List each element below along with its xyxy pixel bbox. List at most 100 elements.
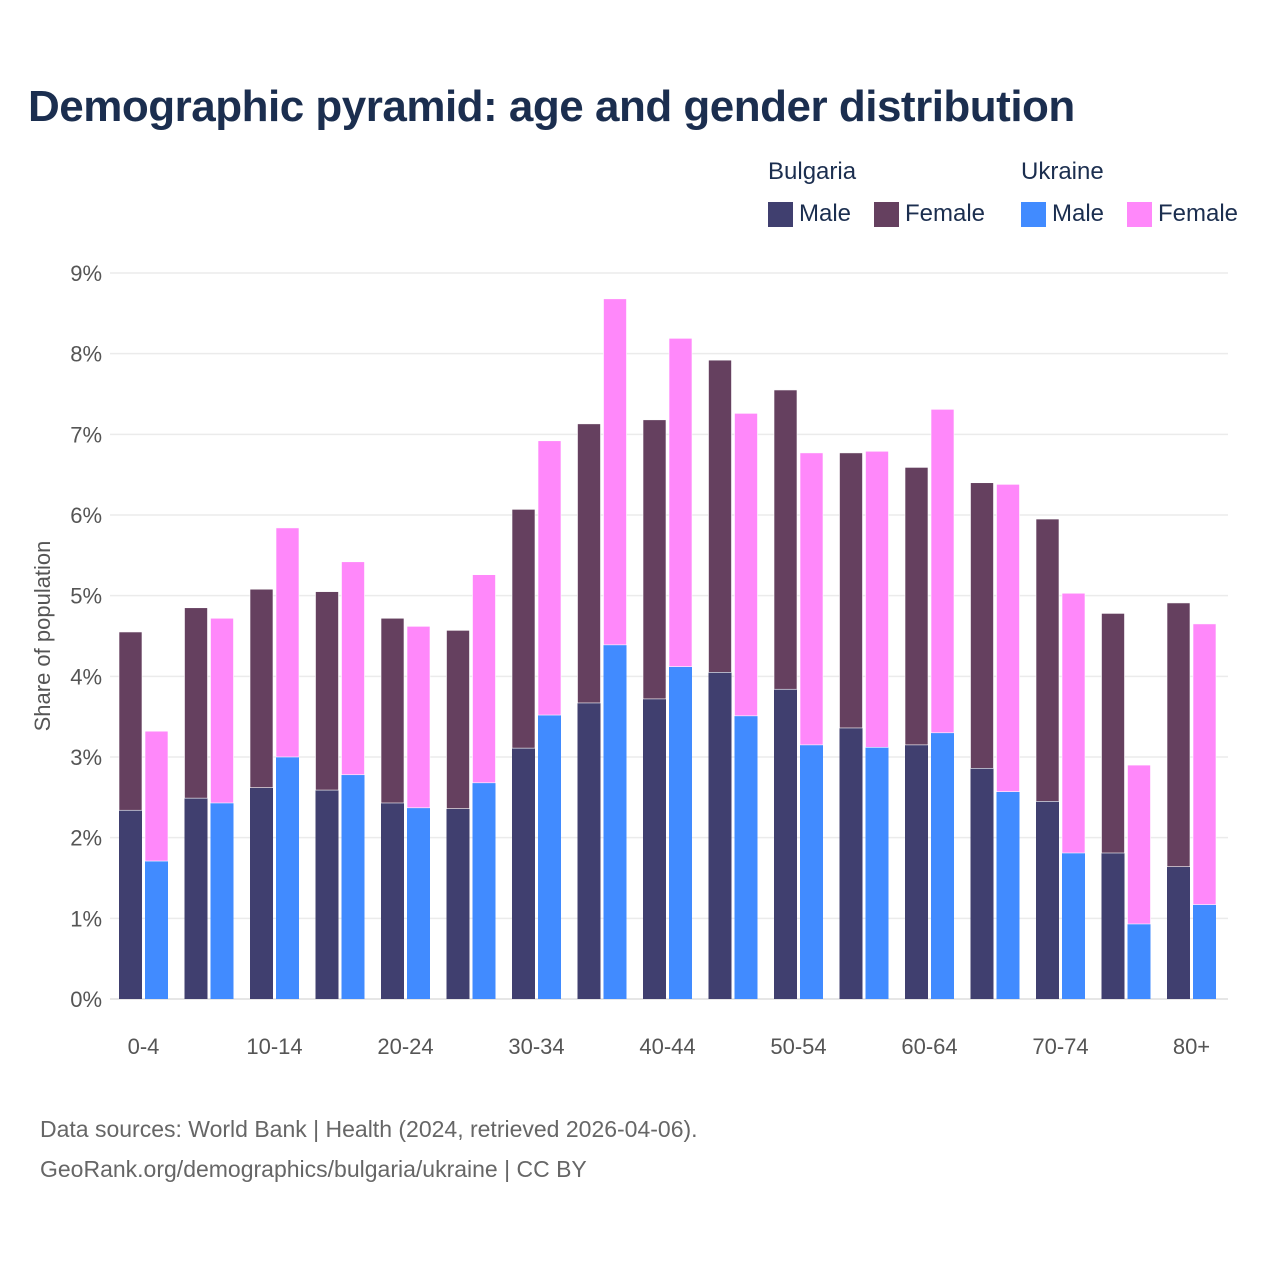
bar-bulgaria-male-65-69[interactable]: [970, 768, 994, 999]
bar-ukraine-female-25-29[interactable]: [472, 574, 496, 784]
bar-ukraine-male-75-79[interactable]: [1127, 923, 1151, 999]
bar-ukraine-female-10-14[interactable]: [275, 527, 300, 758]
bar-ukraine-female-60-64[interactable]: [930, 409, 955, 734]
x-tick-label: 0-4: [128, 1034, 160, 1059]
legend-ukraine-female[interactable]: Female: [1127, 200, 1238, 228]
bar-bulgaria-male-35-39[interactable]: [577, 702, 601, 999]
bar-bulgaria-male-75-79[interactable]: [1101, 852, 1125, 999]
bar-ukraine-male-25-29[interactable]: [472, 782, 496, 999]
bar-ukraine-female-55-59[interactable]: [865, 450, 889, 748]
bar-bulgaria-female-45-49[interactable]: [708, 359, 732, 673]
bar-ukraine-male-5-9[interactable]: [210, 802, 234, 999]
x-tick-label: 80+: [1173, 1034, 1210, 1059]
bar-bulgaria-female-70-74[interactable]: [1035, 518, 1060, 802]
bar-ukraine-male-55-59[interactable]: [865, 747, 889, 999]
footer-source: Data sources: World Bank | Health (2024,…: [40, 1116, 698, 1142]
bar-ukraine-female-20-24[interactable]: [406, 626, 431, 809]
y-tick-label: 0%: [70, 987, 102, 1012]
bar-ukraine-male-20-24[interactable]: [407, 807, 430, 999]
legend-label: Male: [1052, 200, 1105, 227]
bar-ukraine-female-65-69[interactable]: [996, 484, 1020, 792]
bar-bulgaria-female-40-44[interactable]: [642, 419, 667, 700]
legend-swatch: [768, 201, 793, 227]
bar-bulgaria-male-30-34[interactable]: [512, 748, 535, 999]
bar-ukraine-male-15-19[interactable]: [341, 774, 365, 999]
bar-bulgaria-male-15-19[interactable]: [315, 790, 339, 999]
bar-ukraine-male-50-54[interactable]: [800, 744, 823, 999]
bar-ukraine-female-80+[interactable]: [1192, 623, 1217, 905]
bar-bulgaria-male-80+[interactable]: [1167, 866, 1190, 999]
bar-bulgaria-male-0-4[interactable]: [119, 810, 142, 999]
bar-bulgaria-female-60-64[interactable]: [904, 467, 929, 746]
bar-ukraine-male-70-74[interactable]: [1062, 852, 1085, 999]
bar-ukraine-female-0-4[interactable]: [144, 730, 169, 862]
bar-bulgaria-female-75-79[interactable]: [1101, 613, 1125, 854]
bar-bulgaria-female-35-39[interactable]: [577, 423, 601, 704]
y-tick-label: 4%: [70, 664, 102, 689]
bar-bulgaria-male-5-9[interactable]: [184, 798, 208, 999]
bar-ukraine-female-15-19[interactable]: [341, 561, 365, 776]
bar-ukraine-female-70-74[interactable]: [1061, 592, 1086, 854]
legend-swatch: [1021, 201, 1046, 227]
bar-bulgaria-female-80+[interactable]: [1166, 602, 1191, 868]
bar-ukraine-female-45-49[interactable]: [734, 413, 758, 717]
bar-ukraine-female-30-34[interactable]: [537, 440, 562, 716]
bar-bulgaria-male-25-29[interactable]: [446, 808, 470, 999]
bar-bulgaria-male-70-74[interactable]: [1036, 801, 1059, 999]
bar-bulgaria-male-20-24[interactable]: [381, 802, 404, 999]
legend-label: Male: [799, 200, 852, 227]
y-tick-label: 1%: [70, 906, 102, 931]
y-tick-label: 9%: [70, 261, 102, 286]
bar-bulgaria-female-20-24[interactable]: [380, 617, 405, 804]
legend-bulgaria-male[interactable]: Male: [768, 200, 851, 228]
y-tick-label: 6%: [70, 503, 102, 528]
bar-bulgaria-female-10-14[interactable]: [249, 588, 274, 788]
bar-bulgaria-male-50-54[interactable]: [774, 689, 797, 999]
bar-ukraine-male-0-4[interactable]: [145, 861, 168, 999]
bar-ukraine-male-35-39[interactable]: [603, 644, 627, 999]
y-tick-label: 3%: [70, 745, 102, 770]
bar-bulgaria-female-5-9[interactable]: [184, 607, 208, 799]
bar-bulgaria-female-25-29[interactable]: [446, 630, 470, 809]
legend-group-bulgaria: Bulgaria: [768, 158, 857, 185]
bar-bulgaria-female-65-69[interactable]: [970, 482, 994, 769]
bar-ukraine-female-50-54[interactable]: [799, 452, 824, 746]
legend-swatch: [874, 201, 899, 227]
y-tick-label: 2%: [70, 826, 102, 851]
bar-ukraine-male-80+[interactable]: [1193, 904, 1216, 999]
chart-title: Demographic pyramid: age and gender dist…: [28, 82, 1075, 131]
x-tick-label: 70-74: [1032, 1034, 1088, 1059]
bar-ukraine-female-75-79[interactable]: [1127, 764, 1151, 925]
legend-swatch: [1127, 201, 1152, 227]
bar-ukraine-male-60-64[interactable]: [931, 732, 954, 999]
bar-bulgaria-female-30-34[interactable]: [511, 509, 536, 749]
x-tick-label: 10-14: [246, 1034, 302, 1059]
bar-ukraine-female-40-44[interactable]: [668, 338, 693, 667]
legend-ukraine-male[interactable]: Male: [1021, 200, 1104, 228]
bar-bulgaria-male-40-44[interactable]: [643, 698, 666, 999]
bar-bulgaria-male-55-59[interactable]: [839, 727, 863, 999]
bar-bulgaria-female-0-4[interactable]: [118, 631, 143, 811]
bar-ukraine-male-40-44[interactable]: [669, 666, 692, 999]
footer-link[interactable]: GeoRank.org/demographics/bulgaria/ukrain…: [40, 1156, 587, 1182]
x-tick-label: 20-24: [377, 1034, 433, 1059]
bar-bulgaria-female-55-59[interactable]: [839, 452, 863, 729]
bar-bulgaria-female-15-19[interactable]: [315, 591, 339, 791]
bar-ukraine-male-10-14[interactable]: [276, 757, 299, 999]
legend-label: Female: [905, 200, 986, 227]
bar-ukraine-female-35-39[interactable]: [603, 298, 627, 646]
bar-ukraine-male-30-34[interactable]: [538, 715, 561, 999]
y-axis-label: Share of population: [30, 541, 55, 732]
bar-ukraine-female-5-9[interactable]: [210, 617, 234, 804]
bar-ukraine-male-65-69[interactable]: [996, 791, 1020, 999]
bar-bulgaria-male-45-49[interactable]: [708, 672, 732, 999]
bar-bulgaria-female-50-54[interactable]: [773, 389, 798, 690]
legend-bulgaria-female[interactable]: Female: [874, 200, 985, 228]
y-tick-label: 7%: [70, 422, 102, 447]
y-tick-label: 5%: [70, 584, 102, 609]
legend-label: Female: [1158, 200, 1239, 227]
bar-bulgaria-male-10-14[interactable]: [250, 787, 273, 999]
x-tick-label: 50-54: [770, 1034, 826, 1059]
bar-bulgaria-male-60-64[interactable]: [905, 744, 928, 999]
bar-ukraine-male-45-49[interactable]: [734, 715, 758, 999]
